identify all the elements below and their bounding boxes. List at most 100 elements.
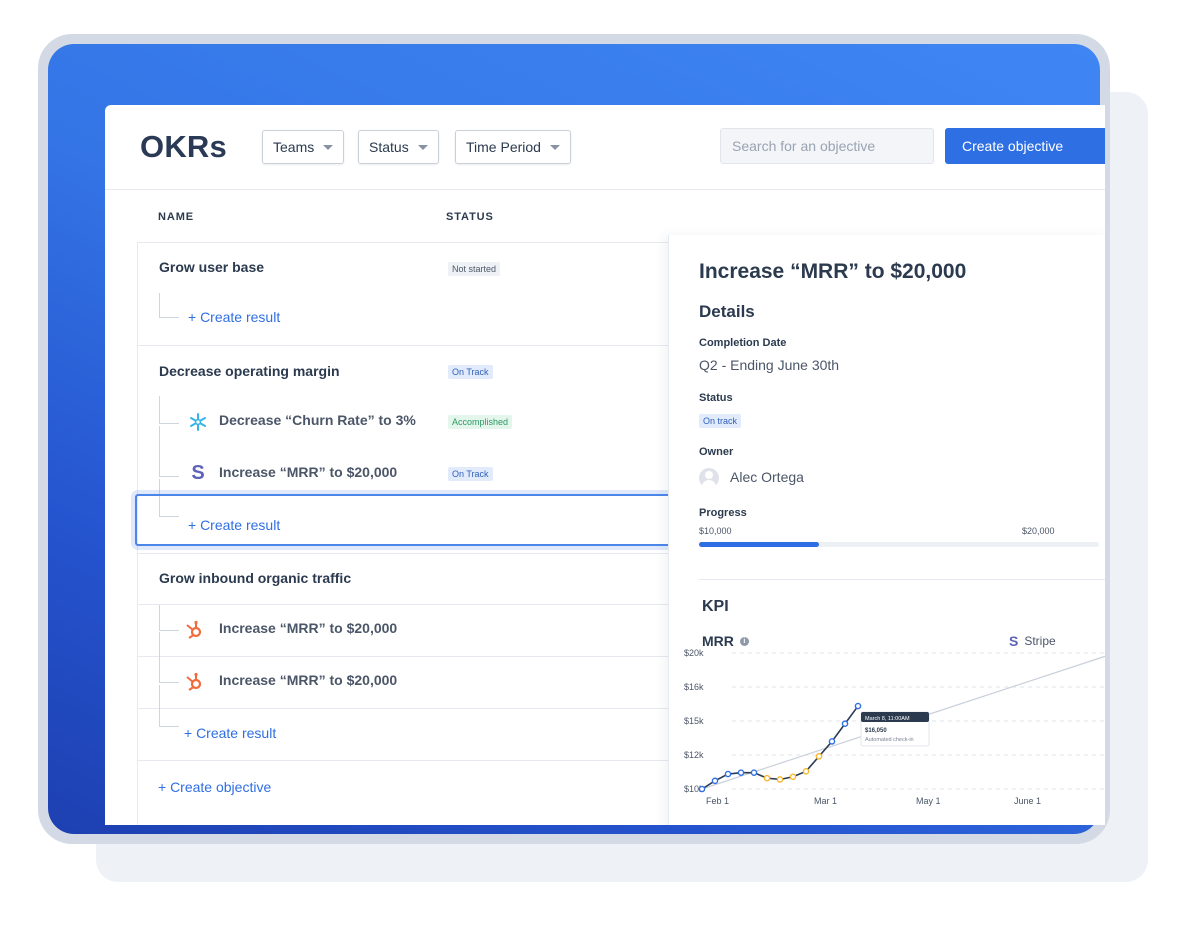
data-point [789, 773, 797, 781]
objective-name: Decrease operating margin [159, 363, 340, 379]
stripe-icon: S [1009, 633, 1019, 649]
data-point [737, 769, 745, 776]
data-point [724, 770, 732, 778]
objective-row[interactable]: Grow inbound organic traffic Increase “M… [138, 554, 697, 760]
header-bar: OKRs Teams Status Time Period Search for… [105, 105, 1105, 190]
kpi-heading: KPI [702, 598, 729, 615]
search-input[interactable]: Search for an objective [720, 128, 934, 164]
completion-date-value: Q2 - Ending June 30th [699, 357, 840, 373]
status-badge: On Track [448, 365, 493, 379]
y-tick-label: $15k [684, 716, 704, 726]
tree-connector [159, 605, 179, 631]
chevron-down-icon [417, 144, 428, 150]
create-objective-link[interactable]: + Create objective [158, 779, 272, 795]
status-badge: Not started [448, 262, 501, 276]
metric-name: MRR [702, 633, 734, 649]
progress-label: Progress [699, 507, 747, 519]
progress-bar [699, 542, 1099, 547]
progress-min-value: $10,000 [699, 526, 732, 536]
tree-connector [159, 293, 179, 318]
create-objective-button[interactable]: Create objective [945, 128, 1105, 164]
x-tick-label: Feb 1 [706, 796, 729, 806]
stripe-icon: S [191, 461, 205, 484]
divider [138, 604, 697, 605]
objectives-list: Grow user base Not started + Create resu… [137, 242, 697, 825]
info-icon[interactable]: i [739, 636, 749, 646]
create-result-link[interactable]: + Create result [188, 309, 281, 325]
divider [699, 579, 1105, 580]
divider [138, 760, 697, 761]
okr-app-window: OKRs Teams Status Time Period Search for… [105, 105, 1105, 825]
teams-filter-label: Teams [273, 139, 315, 155]
detail-panel: Increase “MRR” to $20,000 Details Comple… [668, 235, 1105, 825]
snowflake-icon [188, 412, 208, 432]
data-point [698, 785, 706, 793]
divider [138, 553, 697, 554]
tree-connector [159, 632, 179, 683]
teams-filter-dropdown[interactable]: Teams [262, 130, 345, 164]
chevron-down-icon [323, 144, 334, 150]
status-filter-dropdown[interactable]: Status [358, 130, 439, 164]
detail-title: Increase “MRR” to $20,000 [699, 260, 967, 283]
create-result-link[interactable]: + Create result [184, 725, 277, 741]
tooltip-date: March 8, 11:00AM [865, 716, 910, 722]
time-period-filter-dropdown[interactable]: Time Period [455, 130, 571, 164]
tooltip-note: Automated check-in [865, 737, 914, 743]
tooltip-header [861, 712, 929, 723]
x-tick-label: Mar 1 [814, 796, 837, 806]
tree-connector [159, 685, 179, 727]
column-header-name: NAME [158, 211, 194, 223]
chevron-down-icon [549, 144, 560, 150]
details-heading: Details [699, 302, 755, 321]
data-point [854, 702, 862, 710]
avatar [699, 468, 719, 488]
x-tick-label: June 1 [1014, 796, 1041, 806]
y-tick-label: $10k [684, 784, 704, 794]
owner-label: Owner [699, 446, 734, 458]
time-period-filter-label: Time Period [466, 139, 541, 155]
hubspot-icon [184, 672, 204, 692]
divider [138, 345, 697, 346]
data-point [711, 777, 719, 785]
metric-header: MRR i [702, 633, 749, 649]
hubspot-icon [184, 620, 204, 640]
divider [138, 656, 697, 657]
key-result-name[interactable]: Increase “MRR” to $20,000 [219, 672, 398, 688]
progress-bar-fill [699, 542, 819, 547]
tree-connector [159, 426, 179, 477]
data-source: S Stripe [1009, 633, 1056, 649]
objective-name: Grow user base [159, 259, 265, 275]
data-point [763, 774, 771, 782]
y-tick-label: $20k [684, 648, 704, 658]
create-result-link[interactable]: + Create result [188, 517, 281, 533]
tree-connector [159, 396, 179, 424]
tree-connector [159, 479, 179, 517]
status-badge: On track [699, 414, 742, 428]
status-label: Status [699, 392, 733, 404]
key-result-name[interactable]: Increase “MRR” to $20,000 [219, 464, 398, 480]
key-result-name[interactable]: Increase “MRR” to $20,000 [219, 620, 398, 636]
divider [138, 708, 697, 709]
owner-name[interactable]: Alec Ortega [730, 469, 804, 485]
data-point [841, 720, 849, 728]
objective-name: Grow inbound organic traffic [159, 570, 352, 586]
data-source-name: Stripe [1024, 634, 1056, 648]
status-badge: On Track [448, 467, 493, 481]
data-point [750, 769, 758, 776]
objective-row[interactable]: Grow user base Not started + Create resu… [138, 243, 697, 345]
completion-date-label: Completion Date [699, 337, 787, 349]
data-point [802, 768, 810, 775]
y-tick-label: $16k [684, 682, 704, 692]
key-result-name[interactable]: Decrease “Churn Rate” to 3% [219, 412, 416, 428]
selected-row-highlight [135, 494, 675, 546]
status-filter-label: Status [369, 139, 409, 155]
page-title: OKRs [140, 129, 227, 164]
tooltip-value: $16,050 [865, 728, 887, 734]
y-tick-label: $12k [684, 750, 704, 760]
data-point [776, 776, 784, 783]
progress-max-value: $20,000 [1022, 526, 1055, 536]
data-point [828, 738, 836, 745]
objective-row[interactable]: Decrease operating margin On Track Decre… [138, 346, 697, 553]
column-header-status: STATUS [446, 211, 494, 223]
